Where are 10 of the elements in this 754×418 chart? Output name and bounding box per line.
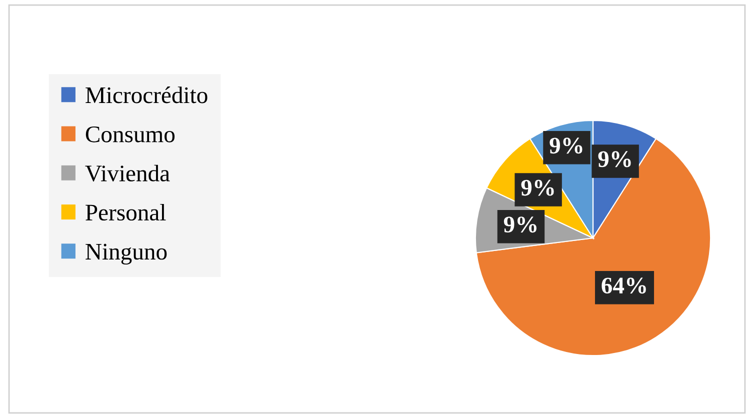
data-label: 9% [504, 216, 536, 233]
data-label: 9% [521, 180, 554, 196]
legend-label: Microcrédito [86, 86, 208, 104]
data-label: 9% [598, 151, 631, 168]
legend-label: Ninguno [86, 244, 167, 265]
legend-label: Personal [86, 204, 166, 221]
legend-label: Consumo [86, 126, 175, 142]
data-label: 9% [550, 138, 582, 154]
data-label: 64% [602, 278, 646, 294]
legend-label: Vivienda [85, 164, 170, 182]
